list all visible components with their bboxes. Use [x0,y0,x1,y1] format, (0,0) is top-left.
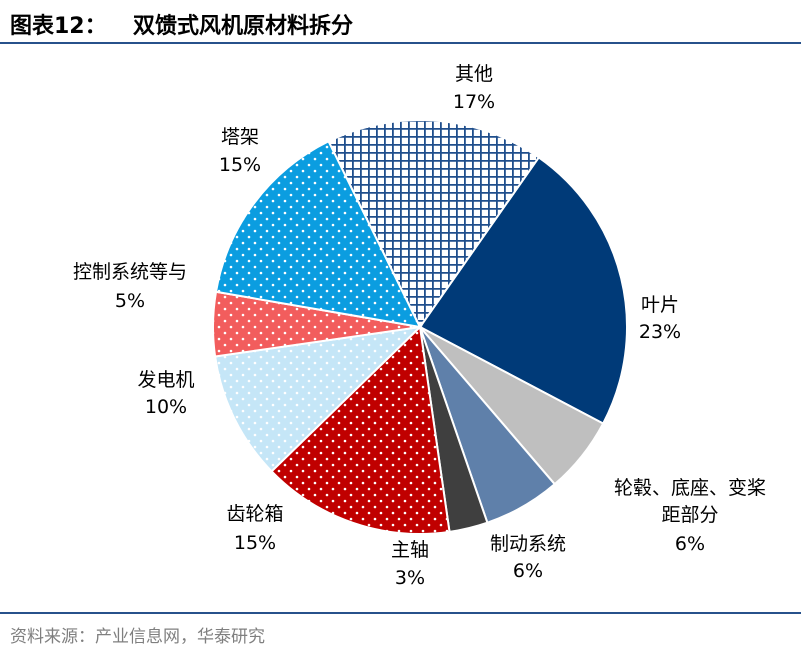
slice-value-label: 10% [145,396,187,418]
slice-label-8: 其他 17% [453,63,495,113]
footer-divider [0,612,801,614]
slice-value-label: 5% [115,290,145,312]
figure-header: 图表12： 双馈式风机原材料拆分 [0,0,801,44]
slice-value-label: 6% [675,533,705,555]
chart-title: 双馈式风机原材料拆分 [133,14,354,39]
source-note: 资料来源：产业信息网，华泰研究 [10,627,265,647]
slice-category-label: 叶片 [641,294,679,316]
slice-category-label: 齿轮箱 [226,503,283,525]
pie-slice-4 [270,324,451,535]
slice-value-label: 15% [219,154,261,176]
pie-slice-7 [214,139,422,329]
slice-label-0: 叶片 23% [639,294,681,343]
pie-slice-8 [327,119,541,329]
slice-label-4: 齿轮箱 15% [226,503,283,554]
slice-value-label: 3% [395,567,425,589]
slice-value-label: 23% [639,321,681,343]
header-divider [0,42,801,44]
slice-category-label: 距部分 [661,504,718,526]
slice-category-label: 控制系统等与 [73,261,187,283]
slice-label-3: 主轴 3% [391,539,429,589]
slice-label-2: 制动系统 6% [490,533,566,582]
slice-category-label: 塔架 [221,126,259,148]
slice-value-label: 17% [453,91,495,113]
slice-category-label: 其他 [455,63,493,85]
slice-value-label: 15% [234,532,276,554]
pie-slice-5 [213,325,423,473]
figure-label: 图表12： [10,14,107,39]
pie-slice-0 [418,156,628,425]
slice-label-7: 塔架 15% [219,126,261,176]
slice-label-5: 发电机 10% [137,369,194,418]
slice-category-label: 轮毂、底座、变桨 [614,477,766,499]
slice-value-label: 6% [513,560,543,582]
slice-category-label: 发电机 [137,369,194,391]
slice-label-6: 控制系统等与 5% [73,261,187,312]
slice-category-label: 制动系统 [490,533,566,555]
slice-category-label: 主轴 [391,539,429,561]
